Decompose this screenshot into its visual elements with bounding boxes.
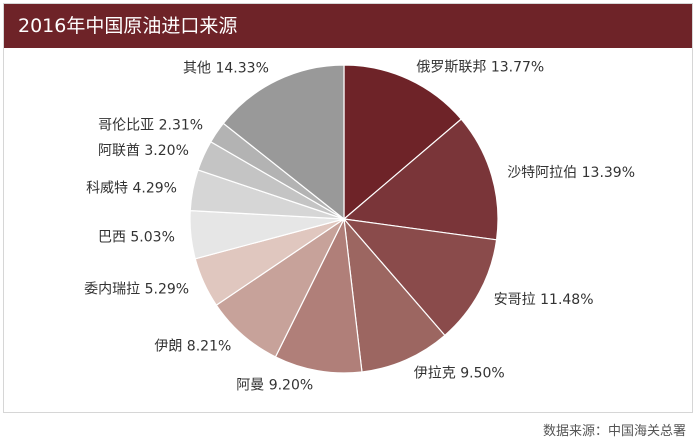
slice-label: 伊拉克 9.50% xyxy=(414,366,505,382)
slice-label: 哥伦比亚 2.31% xyxy=(98,117,203,133)
pie-slice xyxy=(343,217,446,373)
slice-label: 委内瑞拉 5.29% xyxy=(84,282,189,298)
pie-slice xyxy=(274,216,363,374)
title-bar: 2016年中国原油进口来源 xyxy=(4,4,692,48)
source-note: 数据来源：中国海关总署 xyxy=(542,424,686,439)
slice-label: 科威特 4.29% xyxy=(86,180,177,196)
slice-label: 沙特阿拉伯 13.39% xyxy=(507,165,635,181)
slice-label: 阿曼 9.20% xyxy=(236,378,313,394)
slice-label: 俄罗斯联邦 13.77% xyxy=(416,60,544,76)
slice-label: 安哥拉 11.48% xyxy=(494,292,594,308)
chart-title: 2016年中国原油进口来源 xyxy=(18,15,238,37)
slice-label: 巴西 5.03% xyxy=(98,229,175,245)
pie-slice xyxy=(222,64,345,221)
slice-label: 其他 14.33% xyxy=(183,61,269,77)
slice-label: 阿联酋 3.20% xyxy=(98,142,189,159)
slice-label: 伊朗 8.21% xyxy=(154,338,231,354)
pie-slice xyxy=(342,118,499,241)
pie-slice xyxy=(342,218,498,337)
pie-slice xyxy=(343,64,463,221)
